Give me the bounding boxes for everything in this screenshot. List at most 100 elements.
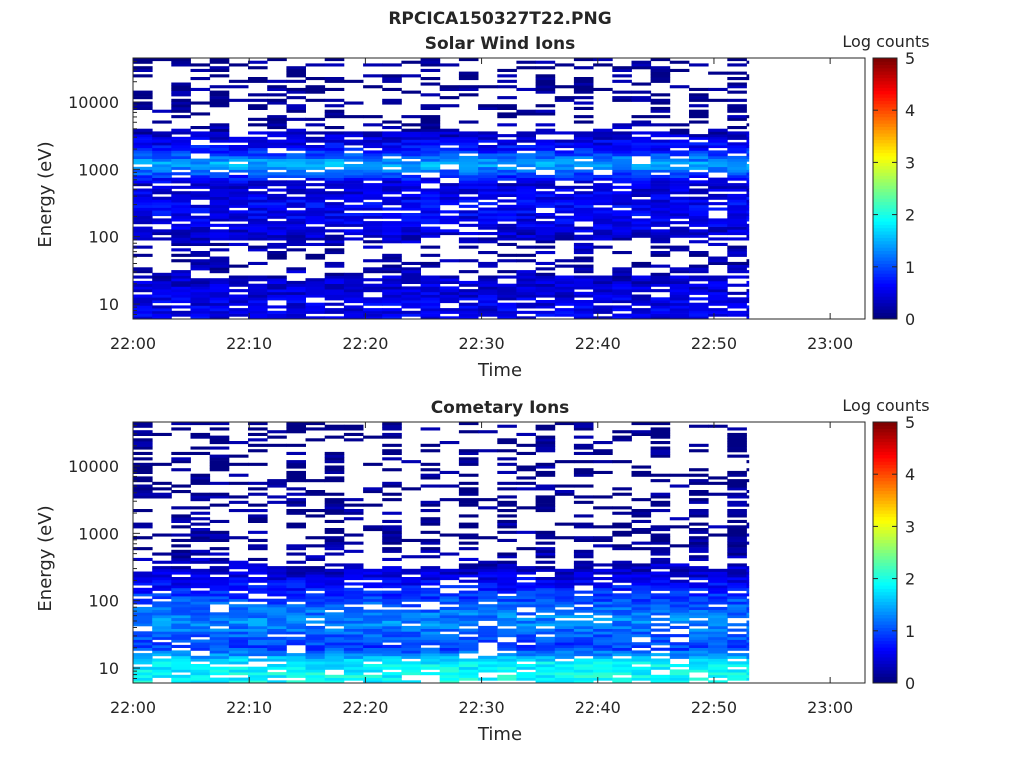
- x-tick-label: 22:30: [459, 334, 505, 353]
- spectrogram-cell: [152, 213, 172, 217]
- spectrogram-cell: [363, 628, 383, 632]
- spectrogram-cell: [650, 642, 671, 646]
- colorbar-tick-label: 3: [905, 517, 915, 536]
- spectrogram-cell: [420, 134, 441, 138]
- colorbar-segment: [873, 162, 897, 167]
- spectrogram-cell: [248, 636, 268, 640]
- spectrogram-cell: [190, 166, 211, 170]
- spectrogram-cell: [689, 661, 709, 665]
- spectrogram-cell: [650, 422, 671, 426]
- spectrogram-cell: [152, 210, 172, 214]
- spectrogram-cell: [228, 639, 249, 643]
- spectrogram-cell: [382, 519, 402, 523]
- spectrogram-cell: [401, 617, 421, 621]
- spectrogram-cell: [535, 547, 556, 551]
- spectrogram-cell: [497, 631, 517, 635]
- spectrogram-cell: [458, 541, 479, 545]
- spectrogram-cell: [727, 664, 747, 668]
- spectrogram-cell: [420, 117, 441, 121]
- spectrogram-cell: [209, 647, 230, 651]
- spectrogram-cell: [689, 147, 709, 151]
- spectrogram-cell: [535, 310, 556, 314]
- spectrogram-cell: [152, 139, 172, 143]
- spectrogram-cell: [727, 177, 747, 181]
- spectrogram-cell: [478, 218, 498, 222]
- spectrogram-cell: [324, 511, 345, 515]
- spectrogram-cell: [248, 248, 268, 252]
- spectrogram-cell: [593, 128, 613, 132]
- spectrogram-cell: [324, 261, 345, 265]
- spectrogram-cell: [152, 174, 172, 178]
- spectrogram-cell: [171, 300, 191, 304]
- spectrogram-cell: [382, 620, 402, 624]
- spectrogram-cell: [248, 587, 268, 591]
- spectrogram-cell: [554, 259, 575, 263]
- spectrogram-cell: [650, 240, 671, 244]
- spectrogram-cell: [650, 166, 671, 170]
- spectrogram-cell: [209, 617, 230, 621]
- spectrogram-cell: [458, 215, 479, 219]
- spectrogram-cell: [209, 93, 230, 97]
- spectrogram-cell: [689, 136, 709, 140]
- spectrogram-cell: [478, 180, 498, 184]
- spectrogram-cell: [497, 590, 517, 594]
- colorbar-segment: [873, 159, 897, 163]
- spectrogram-cell: [478, 498, 498, 502]
- spectrogram-cell: [650, 495, 671, 499]
- spectrogram-cell: [267, 587, 287, 591]
- spectrogram-cell: [535, 150, 556, 154]
- spectrogram-cell: [458, 615, 479, 619]
- spectrogram-cell: [152, 289, 172, 293]
- spectrogram-cell: [497, 134, 517, 138]
- spectrogram-cell: [631, 582, 652, 586]
- spectrogram-cell: [708, 585, 728, 589]
- spectrogram-cell: [535, 647, 556, 651]
- spectrogram-cell: [209, 158, 230, 162]
- spectrogram-cell: [669, 590, 690, 594]
- spectrogram-cell: [305, 302, 326, 306]
- spectrogram-cell: [190, 112, 211, 116]
- spectrogram-cell: [343, 644, 364, 648]
- spectrogram-cell: [516, 232, 536, 236]
- spectrogram-cell: [420, 664, 441, 668]
- spectrogram-cell: [439, 63, 460, 67]
- spectrogram-cell: [535, 470, 556, 474]
- spectrogram-cell: [593, 568, 613, 572]
- spectrogram-cell: [669, 270, 690, 274]
- spectrogram-cell: [190, 644, 211, 648]
- spectrogram-cell: [401, 664, 421, 668]
- spectrogram-cell: [573, 294, 594, 298]
- spectrogram-cell: [439, 677, 460, 681]
- spectrogram-cell: [650, 571, 671, 575]
- spectrogram-cell: [382, 596, 402, 600]
- spectrogram-cell: [190, 677, 211, 681]
- spectrogram-cell: [631, 202, 652, 206]
- spectrogram-cell: [497, 123, 517, 127]
- spectrogram-cell: [650, 547, 671, 551]
- spectrogram-cell: [689, 218, 709, 222]
- spectrogram-cell: [746, 623, 750, 627]
- spectrogram-cell: [209, 74, 230, 78]
- spectrogram-cell: [382, 270, 402, 274]
- spectrogram-cell: [209, 202, 230, 206]
- colorbar-segment: [873, 634, 897, 638]
- spectrogram-cell: [593, 601, 613, 605]
- colorbar-frame: [872, 57, 898, 320]
- colorbar-segment: [873, 185, 897, 189]
- spectrogram-cell: [535, 506, 556, 510]
- spectrogram-cell: [133, 202, 153, 206]
- spectrogram-cell: [324, 661, 345, 665]
- spectrogram-cell: [458, 131, 479, 135]
- spectrogram-cell: [669, 188, 690, 192]
- spectrogram-cell: [305, 308, 326, 312]
- spectrogram-cell: [382, 547, 402, 551]
- spectrogram-cell: [535, 579, 556, 583]
- spectrogram-cell: [228, 174, 249, 178]
- spectrogram-cell: [516, 443, 536, 447]
- spectrogram-cell: [669, 625, 690, 629]
- spectrogram-cell: [439, 193, 460, 197]
- spectrogram-cell: [171, 490, 191, 494]
- spectrogram-cell: [228, 164, 249, 168]
- spectrogram-cell: [363, 636, 383, 640]
- spectrogram-cell: [420, 647, 441, 651]
